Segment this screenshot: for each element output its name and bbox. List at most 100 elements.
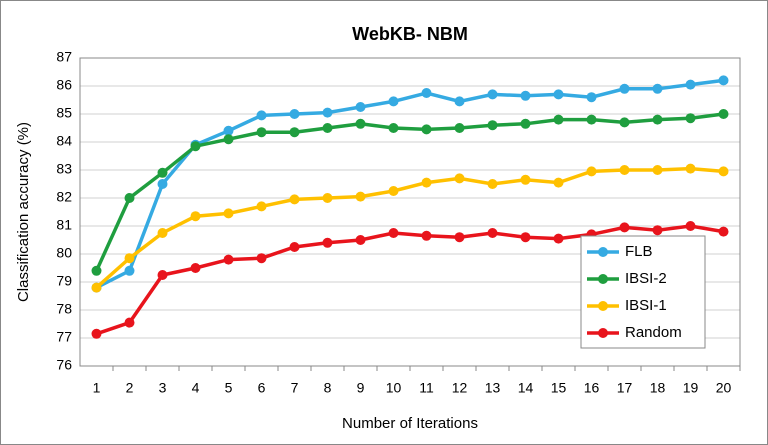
- data-point: [487, 89, 498, 100]
- data-point: [421, 230, 432, 241]
- legend-marker: [598, 274, 608, 284]
- data-point: [223, 254, 234, 265]
- x-tick-label: 10: [386, 380, 402, 396]
- data-point: [91, 328, 102, 339]
- data-point: [388, 96, 399, 107]
- data-point: [652, 83, 663, 94]
- legend-marker: [598, 328, 608, 338]
- data-point: [322, 237, 333, 248]
- data-point: [520, 174, 531, 185]
- x-tick-label: 19: [683, 380, 699, 396]
- x-axis-label: Number of Iterations: [342, 415, 478, 432]
- y-tick-label: 86: [56, 77, 72, 93]
- data-point: [91, 265, 102, 276]
- y-tick-label: 79: [56, 273, 72, 289]
- data-point: [553, 114, 564, 125]
- data-point: [421, 88, 432, 98]
- data-point: [157, 167, 168, 178]
- legend-label: IBSI-2: [625, 270, 667, 287]
- data-point: [586, 114, 597, 125]
- data-point: [619, 83, 630, 94]
- data-point: [388, 123, 399, 133]
- data-point: [685, 113, 696, 124]
- data-point: [190, 141, 201, 152]
- data-point: [718, 226, 729, 237]
- data-point: [322, 107, 333, 118]
- x-tick-label: 12: [452, 380, 468, 396]
- data-point: [124, 265, 135, 276]
- data-point: [553, 177, 564, 188]
- data-point: [487, 228, 498, 238]
- data-point: [487, 120, 498, 131]
- data-point: [157, 179, 168, 189]
- data-point: [454, 173, 465, 184]
- data-point: [652, 114, 663, 125]
- data-point: [685, 163, 696, 174]
- y-tick-label: 80: [56, 245, 72, 261]
- x-tick-label: 4: [192, 380, 200, 396]
- data-point: [454, 123, 465, 133]
- data-point: [421, 177, 432, 188]
- y-tick-label: 82: [56, 189, 72, 205]
- x-tick-label: 18: [650, 380, 666, 396]
- data-point: [190, 263, 201, 273]
- legend-label: Random: [625, 324, 682, 341]
- data-point: [586, 166, 597, 177]
- x-tick-label: 6: [258, 380, 266, 396]
- data-point: [322, 123, 333, 133]
- series-line: [95, 224, 724, 336]
- data-point: [553, 233, 564, 244]
- y-tick-label: 85: [56, 105, 72, 121]
- x-tick-label: 3: [159, 380, 167, 396]
- data-point: [487, 179, 498, 189]
- data-point: [520, 118, 531, 129]
- y-tick-label: 76: [56, 357, 72, 373]
- x-tick-label: 20: [716, 380, 732, 396]
- data-point: [520, 90, 531, 101]
- data-point: [454, 96, 465, 107]
- x-tick-label: 11: [419, 380, 434, 396]
- x-tick-label: 9: [357, 380, 365, 396]
- data-point: [619, 165, 630, 175]
- data-point: [256, 201, 267, 212]
- data-point: [157, 228, 168, 238]
- y-tick-label: 77: [56, 329, 72, 345]
- data-point: [520, 232, 531, 243]
- x-tick-label: 13: [485, 380, 501, 396]
- x-tick-label: 2: [126, 380, 134, 396]
- data-point: [289, 194, 300, 205]
- data-point: [256, 127, 267, 138]
- legend-label: FLB: [625, 243, 653, 260]
- chart-title: WebKB- NBM: [352, 24, 468, 44]
- x-tick-label: 8: [324, 380, 332, 396]
- data-point: [256, 253, 267, 264]
- data-point: [124, 193, 135, 203]
- legend-label: IBSI-1: [625, 297, 667, 314]
- data-point: [586, 92, 597, 103]
- x-tick-label: 15: [551, 380, 567, 396]
- y-axis-label: Classification accuracy (%): [15, 122, 32, 302]
- data-point: [355, 235, 366, 245]
- data-point: [718, 109, 729, 119]
- data-point: [388, 186, 399, 196]
- data-point: [223, 134, 234, 145]
- data-point: [289, 127, 300, 138]
- data-point: [289, 109, 300, 119]
- data-point: [289, 242, 300, 252]
- y-tick-label: 78: [56, 301, 72, 317]
- y-tick-label: 81: [56, 217, 72, 233]
- data-point: [355, 102, 366, 112]
- data-point: [322, 193, 333, 203]
- data-point: [388, 228, 399, 238]
- y-tick-label: 84: [56, 133, 72, 149]
- series-line: [95, 78, 724, 290]
- legend-marker: [598, 301, 608, 311]
- data-point: [718, 166, 729, 177]
- data-point: [190, 211, 201, 222]
- data-point: [223, 125, 234, 136]
- x-tick-label: 17: [617, 380, 633, 396]
- data-point: [652, 225, 663, 236]
- series-line: [95, 166, 724, 289]
